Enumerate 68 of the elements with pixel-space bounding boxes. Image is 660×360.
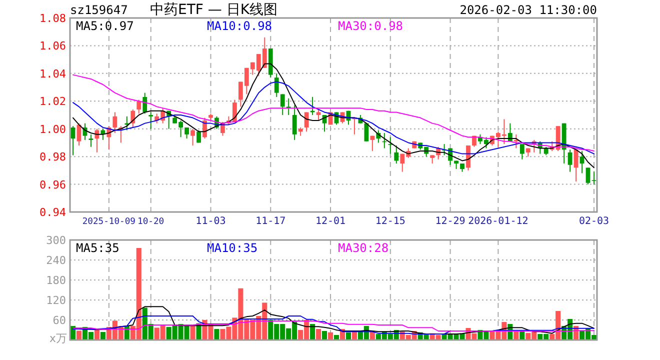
x-tick-label: 12-29 bbox=[435, 216, 466, 227]
bar bbox=[76, 330, 82, 340]
candlestick bbox=[148, 112, 154, 130]
candlestick bbox=[130, 108, 136, 128]
text: MA10:0.98 bbox=[207, 19, 272, 33]
candlestick bbox=[568, 149, 572, 172]
x-tick-label: 12-15 bbox=[375, 216, 406, 227]
y-tick-label: 1.06 bbox=[40, 40, 66, 53]
candlestick bbox=[364, 122, 369, 142]
y-tick-label: 180 bbox=[46, 274, 66, 287]
y-tick-label: 240 bbox=[46, 254, 66, 267]
y-tick-label: 0.94 bbox=[40, 206, 66, 219]
candlestick bbox=[190, 128, 195, 146]
candlestick bbox=[520, 144, 524, 160]
y-tick-label: 0.98 bbox=[40, 150, 66, 164]
line-series bbox=[72, 320, 595, 332]
x-tick-label: 11-03 bbox=[196, 216, 226, 227]
x-tick-label: 2026-01-12 bbox=[468, 216, 528, 227]
text: MA30:0.98 bbox=[338, 19, 404, 33]
text: MA10:35 bbox=[207, 241, 258, 255]
text: 2026-02-03 11:30:00 bbox=[460, 3, 597, 17]
bar bbox=[316, 329, 322, 340]
candlestick bbox=[394, 144, 399, 164]
candlestick bbox=[100, 128, 106, 140]
y-axis-title: x万 bbox=[49, 332, 67, 345]
candlestick bbox=[136, 99, 142, 114]
bar bbox=[310, 324, 316, 340]
candlestick bbox=[94, 128, 100, 153]
candlestick bbox=[280, 94, 285, 116]
y-tick-label: 0.96 bbox=[40, 178, 66, 192]
chart-subtitle: sz159647 bbox=[70, 3, 128, 17]
candlestick bbox=[586, 167, 590, 185]
candlestick bbox=[592, 171, 596, 185]
candlestick bbox=[292, 104, 297, 140]
chart-title: 中药ETF — 日K线图 bbox=[150, 2, 278, 18]
candlestick bbox=[196, 130, 201, 144]
candlestick bbox=[388, 136, 393, 154]
x-tick-label: 12-01 bbox=[315, 216, 346, 227]
candlestick bbox=[274, 72, 279, 98]
x-tick-label: 2025-10-09 bbox=[82, 217, 136, 227]
y-tick-label: 1.00 bbox=[40, 122, 66, 136]
candlestick bbox=[316, 108, 321, 122]
line-series bbox=[72, 316, 595, 334]
candlestick bbox=[142, 92, 148, 114]
text: MA30:28 bbox=[338, 241, 389, 255]
candlestick bbox=[580, 150, 584, 174]
bar bbox=[100, 332, 106, 340]
text: MA5:0.97 bbox=[76, 19, 134, 33]
candlestick bbox=[112, 112, 118, 134]
candlestick bbox=[70, 126, 76, 156]
y-tick-label: 1.04 bbox=[40, 67, 66, 80]
y-tick-label: 1.08 bbox=[40, 12, 66, 25]
text: MA5:35 bbox=[76, 241, 120, 255]
bar bbox=[346, 332, 351, 340]
bar bbox=[322, 331, 328, 340]
candlestick bbox=[514, 134, 518, 149]
candlestick bbox=[304, 112, 309, 132]
candlestick bbox=[88, 134, 94, 148]
y-tick-label: 300 bbox=[46, 234, 66, 247]
x-tick-label: 02-03 bbox=[578, 216, 610, 227]
y-tick-label: 120 bbox=[46, 294, 66, 307]
y-tick-label: 1.02 bbox=[40, 95, 66, 108]
x-tick-label: 11-17 bbox=[256, 216, 286, 227]
bar bbox=[328, 332, 334, 340]
y-tick-label: 60 bbox=[52, 314, 66, 327]
candlestick bbox=[370, 135, 375, 152]
bar bbox=[214, 329, 220, 340]
x-tick-label: 10-20 bbox=[138, 217, 164, 227]
